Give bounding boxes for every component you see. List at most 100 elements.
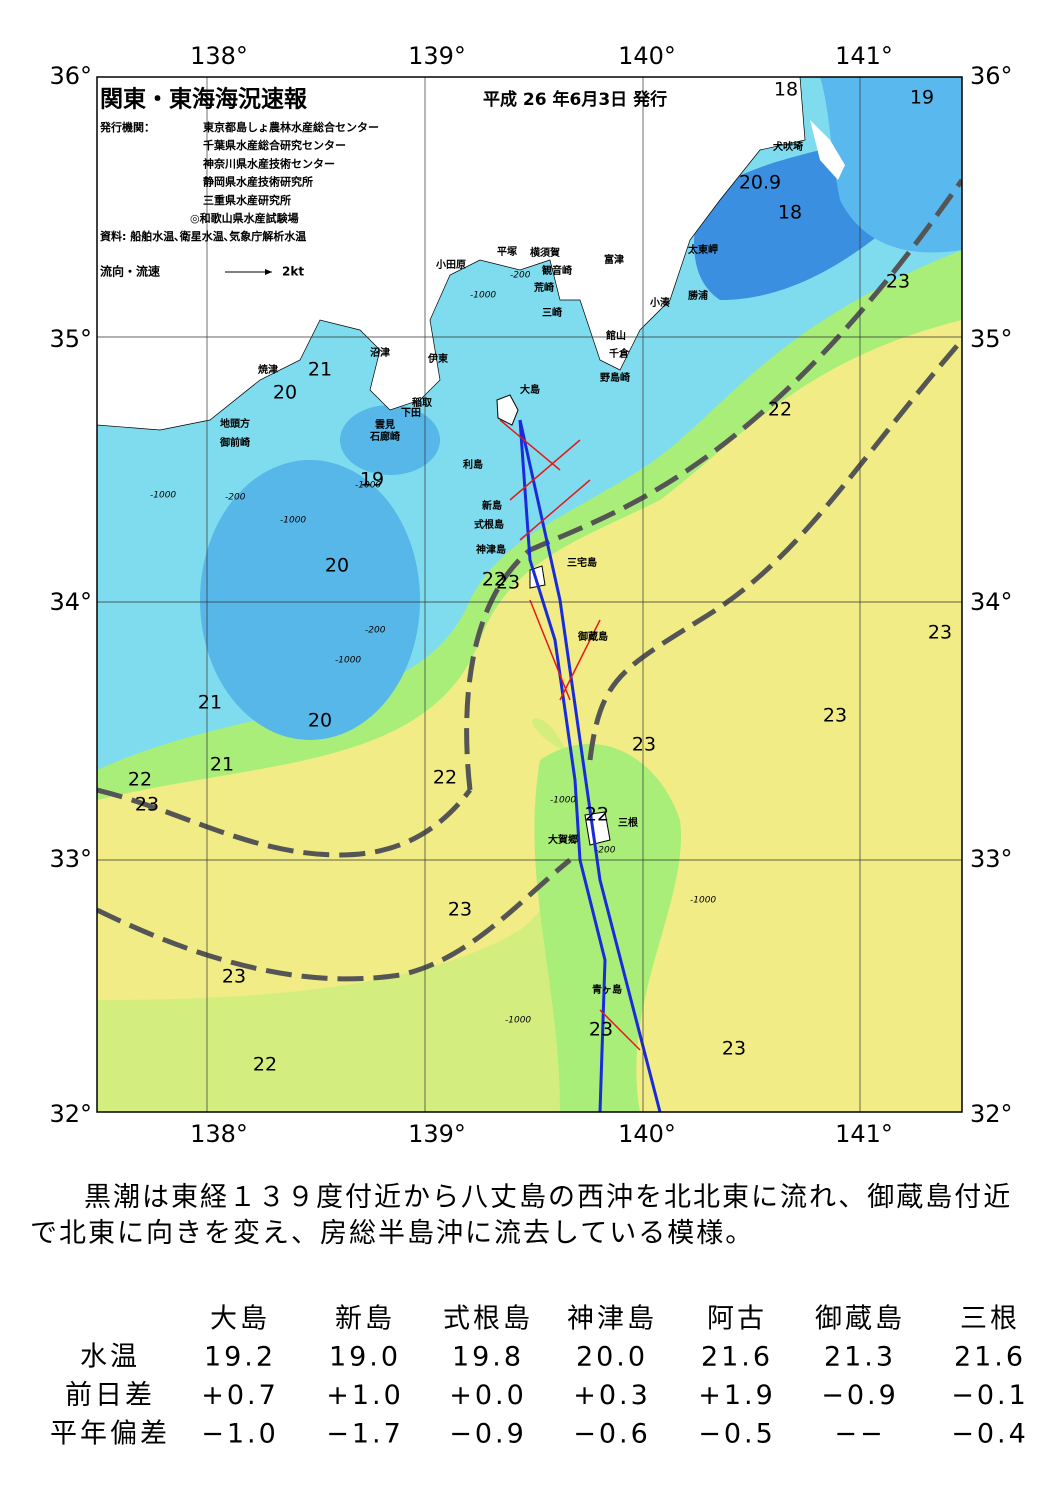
- depth-label: -1000: [550, 796, 576, 806]
- place-name: 御蔵島: [577, 630, 608, 643]
- temperature-label: 23: [886, 271, 910, 293]
- table-header: 御蔵島: [815, 1304, 905, 1335]
- place-name: 大賀郷: [548, 833, 578, 846]
- place-name: 犬吠埼: [773, 140, 803, 153]
- place-name: 荒崎: [533, 281, 554, 294]
- temperature-label: 23: [135, 794, 159, 816]
- place-name: 伊東: [427, 352, 448, 365]
- place-name: 小湊: [649, 296, 671, 309]
- lat-label: 32°: [49, 1100, 92, 1128]
- table-cell: 19.2: [204, 1342, 276, 1373]
- lat-label: 33°: [970, 845, 1013, 873]
- table-header: 三根: [960, 1304, 1020, 1335]
- depth-label: -1000: [150, 491, 176, 501]
- lon-label: 138°: [190, 42, 248, 70]
- place-name: 沼津: [370, 346, 390, 359]
- depth-label: -1000: [505, 1016, 531, 1026]
- lat-label: 34°: [970, 588, 1013, 616]
- lat-label: 34°: [49, 588, 92, 616]
- agency: 千葉県水産総合研究センター: [203, 138, 346, 152]
- lat-label: 32°: [970, 1100, 1013, 1128]
- temperature-label: 20: [325, 555, 349, 577]
- table-cell: +0.3: [573, 1380, 651, 1411]
- table-header: 大島: [210, 1304, 270, 1335]
- place-name: 富津: [604, 253, 624, 266]
- lat-label: 35°: [970, 325, 1013, 353]
- temperature-label: 22: [482, 569, 506, 591]
- temperature-label: 21: [210, 754, 234, 776]
- place-name: 稲取: [412, 396, 433, 409]
- table-header: 新島: [335, 1304, 395, 1335]
- place-name: 三根: [618, 816, 638, 829]
- legend-label: 流向・流速: [100, 264, 160, 279]
- temperature-label: 22: [768, 399, 792, 421]
- place-name: 新島: [482, 499, 502, 512]
- table-header: 式根島: [443, 1304, 533, 1335]
- map-frame: [96, 76, 963, 1113]
- lon-label: 139°: [408, 1120, 466, 1148]
- place-name: 平塚: [497, 245, 517, 258]
- table-cell: +0.7: [201, 1380, 279, 1411]
- place-name: 勝浦: [688, 289, 708, 302]
- depth-label: -200: [510, 271, 531, 281]
- depth-label: -200: [225, 493, 246, 503]
- temperature-label: 23: [496, 572, 520, 594]
- lon-label: 138°: [190, 1120, 248, 1148]
- depth-label: -200: [595, 846, 616, 856]
- table-cell: −0.6: [573, 1419, 651, 1450]
- temperature-label: 22: [433, 767, 457, 789]
- lon-label: 139°: [408, 42, 466, 70]
- place-name: 下田: [401, 407, 421, 419]
- row-label: 平年偏差: [50, 1419, 170, 1450]
- place-name: 千倉: [609, 347, 630, 360]
- place-name: 青ヶ島: [592, 983, 622, 996]
- temperature-label: 22: [585, 804, 609, 826]
- table-cell: +1.9: [698, 1380, 776, 1411]
- temperature-label: 18: [774, 79, 798, 101]
- table-cell: −0.5: [698, 1419, 776, 1450]
- place-name: 石廊崎: [369, 430, 400, 443]
- table-cell: −0.1: [951, 1380, 1029, 1411]
- date: 平成 26 年6月3日 発行: [483, 89, 667, 110]
- lon-label: 141°: [835, 42, 893, 70]
- lon-label: 141°: [835, 1120, 893, 1148]
- table-cell: +1.0: [326, 1380, 404, 1411]
- temperature-label: 23: [722, 1038, 746, 1060]
- lat-label: 36°: [970, 62, 1013, 90]
- agency: 三重県水産研究所: [203, 193, 291, 207]
- place-name: 三宅島: [567, 556, 597, 569]
- map-fill: [97, 77, 962, 1112]
- temperature-label: 20: [308, 710, 332, 732]
- agency: ◎和歌山県水産試験場: [190, 211, 299, 225]
- table-cell: 21.3: [824, 1342, 896, 1373]
- table-cell: −1.0: [201, 1419, 279, 1450]
- agency: 静岡県水産技術研究所: [203, 175, 313, 189]
- place-name: 地頭方: [220, 417, 250, 430]
- legend-speed: 2kt: [282, 265, 304, 279]
- temperature-label: 23: [632, 734, 656, 756]
- lat-label: 36°: [49, 62, 92, 90]
- lat-label: 35°: [49, 325, 92, 353]
- temperature-label: 22: [253, 1054, 277, 1076]
- table-cell: 20.0: [576, 1342, 648, 1373]
- place-name: 小田原: [435, 258, 466, 271]
- temperature-label: 20: [273, 382, 297, 404]
- table-cell: 19.8: [452, 1342, 524, 1373]
- description-box: 黒潮は東経１３９度付近から八丈島の西沖を北北東に流れ、御蔵島付近で北東に向きを変…: [30, 1182, 1010, 1249]
- table-cell: +0.0: [449, 1380, 527, 1411]
- depth-label: -1000: [335, 656, 361, 666]
- temperature-label: 23: [448, 899, 472, 921]
- temperature-label: 19: [910, 87, 934, 109]
- lon-label: 140°: [618, 42, 676, 70]
- table-cell: −0.9: [449, 1419, 527, 1450]
- table-cell: 19.0: [329, 1342, 401, 1373]
- depth-label: -200: [365, 626, 386, 636]
- place-name: 神津島: [476, 543, 506, 556]
- place-name: 利島: [463, 458, 483, 471]
- place-name: 横須賀: [530, 246, 560, 259]
- place-name: 式根島: [474, 518, 504, 531]
- table-header: 阿古: [707, 1304, 767, 1335]
- table-cell: −1.7: [326, 1419, 404, 1450]
- depth-label: -1000: [355, 481, 381, 491]
- table-cell: −0.9: [821, 1380, 899, 1411]
